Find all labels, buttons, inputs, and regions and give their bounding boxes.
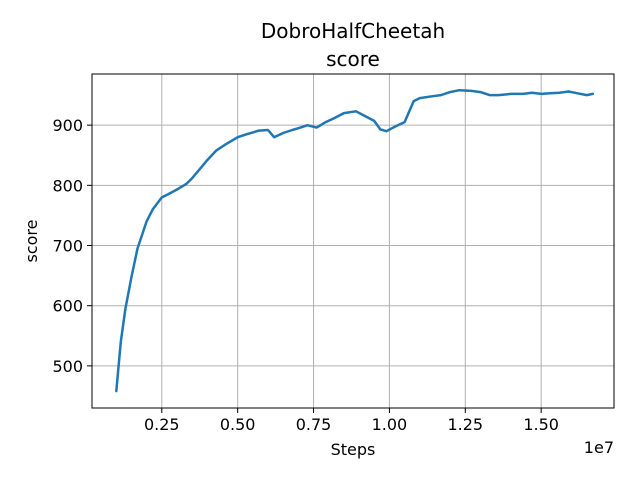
x-tick-label: 1.25	[447, 415, 483, 434]
y-axis-label: score	[22, 220, 41, 263]
plot-frame	[91, 73, 615, 409]
x-axis-offset-label: 1e7	[584, 438, 614, 457]
ticks: 0.25 0.50 0.75 1.00 1.25 1.50 500 600 700 800 900	[52, 116, 559, 434]
chart-subtitle: score	[326, 47, 380, 71]
y-tick-label: 600	[52, 297, 83, 316]
x-tick-label: 0.50	[220, 415, 256, 434]
x-tick-label: 1.50	[523, 415, 559, 434]
y-tick-label: 900	[52, 116, 83, 135]
x-axis-label: Steps	[331, 440, 376, 459]
grid	[92, 74, 614, 408]
series-layer	[115, 88, 595, 393]
y-tick-label: 800	[52, 176, 83, 195]
series-line	[115, 88, 595, 393]
y-tick-label: 700	[52, 237, 83, 256]
x-tick-label: 0.75	[296, 415, 332, 434]
x-tick-label: 1.00	[372, 415, 408, 434]
x-tick-label: 0.25	[144, 415, 180, 434]
chart-title: DobroHalfCheetah	[261, 19, 445, 43]
y-tick-label: 500	[52, 357, 83, 376]
